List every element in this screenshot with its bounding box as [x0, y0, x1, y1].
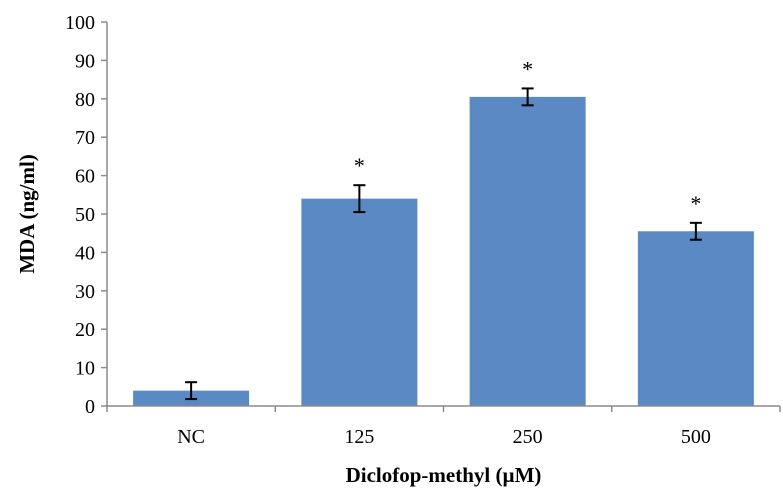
significance-asterisk: * — [522, 56, 533, 81]
y-tick-label: 70 — [75, 127, 95, 149]
y-tick-label: 100 — [65, 12, 95, 34]
error-bar-250 — [521, 87, 534, 107]
bar-125 — [301, 198, 418, 406]
y-tick-label: 60 — [75, 166, 95, 188]
significance-asterisk: * — [690, 191, 701, 216]
y-axis-ticks: 0 10 20 30 40 50 60 70 80 90 100 — [65, 12, 107, 418]
x-tick-label: NC — [177, 426, 205, 448]
bars — [133, 96, 754, 406]
error-bars — [185, 87, 702, 401]
x-tick-label: 125 — [344, 426, 374, 448]
error-bar-125 — [353, 184, 366, 214]
y-tick-label: 30 — [75, 281, 95, 303]
y-tick-label: 90 — [75, 50, 95, 72]
y-tick-label: 0 — [85, 396, 95, 418]
y-axis-title: MDA (ng/ml) — [15, 154, 39, 274]
x-tick-label: 250 — [513, 426, 543, 448]
significance-markers: * * * — [354, 56, 702, 215]
y-tick-label: 20 — [75, 319, 95, 341]
x-axis-ticks: NC 125 250 500 — [106, 406, 781, 448]
y-tick-label: 50 — [75, 204, 95, 226]
y-tick-label: 80 — [75, 89, 95, 111]
y-tick-label: 40 — [75, 242, 95, 264]
bar-250 — [469, 96, 586, 406]
bar-500 — [637, 231, 754, 406]
significance-asterisk: * — [354, 153, 365, 178]
x-tick-label: 500 — [681, 426, 711, 448]
error-bar-500 — [689, 221, 702, 241]
x-axis-title: Diclofop-methyl (µM) — [346, 463, 542, 487]
error-bar-NC — [185, 381, 198, 401]
y-tick-label: 10 — [75, 358, 95, 380]
